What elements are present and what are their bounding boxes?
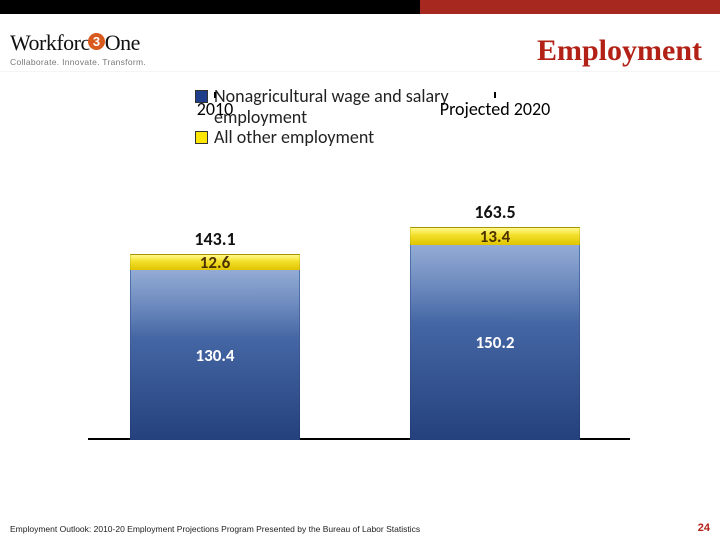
- x-tick-label: 2010: [130, 98, 300, 472]
- bar-segment-value: 130.4: [195, 345, 234, 366]
- logo: Workforc3 One Collaborate. Innovate. Tra…: [10, 30, 146, 67]
- employment-chart: Nonagricultural wage and salary employme…: [70, 80, 660, 480]
- bar-segment-value: 150.2: [475, 332, 514, 353]
- top-accent-bar: [0, 0, 720, 14]
- logo-badge: 3: [88, 33, 105, 50]
- logo-tagline: Collaborate. Innovate. Transform.: [10, 57, 146, 67]
- logo-text-left: Workforc: [10, 30, 90, 55]
- header: Workforc3 One Collaborate. Innovate. Tra…: [0, 14, 720, 72]
- bar-segment-value: 13.4: [480, 226, 510, 247]
- bar-segment-value: 12.6: [200, 252, 230, 273]
- slide: Workforc3 One Collaborate. Innovate. Tra…: [0, 0, 720, 540]
- page-title: Employment: [537, 34, 702, 68]
- top-accent-right: [420, 0, 720, 14]
- plot-area: 130.412.6143.12010150.213.4163.5Projecte…: [70, 92, 660, 480]
- footer-caption: Employment Outlook: 2010-20 Employment P…: [10, 524, 690, 534]
- logo-text-right: One: [105, 30, 140, 55]
- top-accent-left: [0, 0, 420, 14]
- x-tick-label: Projected 2020: [410, 98, 580, 472]
- page-number: 24: [698, 522, 710, 534]
- logo-text: Workforc3 One: [10, 30, 146, 56]
